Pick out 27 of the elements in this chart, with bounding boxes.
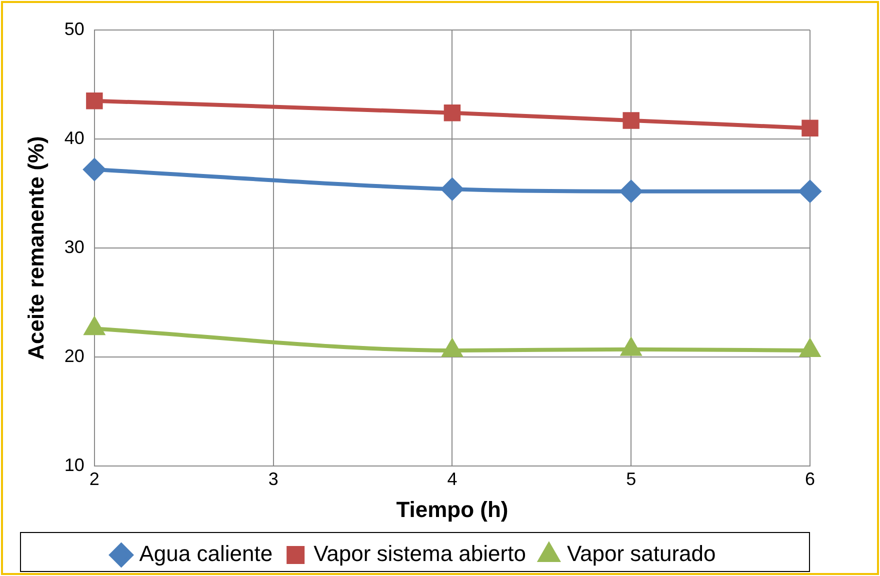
point	[622, 112, 640, 129]
point	[621, 338, 641, 356]
legend-label: Vapor saturado	[566, 541, 716, 566]
x-tick-label: 5	[626, 468, 636, 489]
y-tick-label: 40	[64, 128, 84, 148]
point	[620, 180, 642, 202]
y-tick-label: 20	[64, 346, 84, 366]
point	[800, 339, 820, 357]
point	[84, 318, 104, 336]
x-axis-title: Tiempo (h)	[396, 496, 508, 522]
y-tick-label: 10	[64, 454, 84, 475]
x-tick-label: 3	[268, 468, 278, 489]
legend-label: Vapor sistema abierto	[314, 541, 526, 566]
x-tick-label: 6	[804, 468, 816, 489]
point	[86, 92, 103, 110]
legend-label: Agua caliente	[139, 541, 273, 566]
x-tick-label: 2	[89, 468, 100, 489]
x-tick-label: 4	[447, 468, 458, 489]
point	[444, 104, 461, 122]
point	[83, 158, 106, 181]
y-tick-label: 50	[64, 18, 84, 39]
point	[802, 120, 818, 136]
point	[442, 339, 462, 357]
y-tick-label: 30	[64, 236, 84, 257]
point	[441, 178, 464, 200]
point	[799, 180, 821, 202]
y-axis-title: Aceite remanente (%)	[23, 136, 48, 360]
